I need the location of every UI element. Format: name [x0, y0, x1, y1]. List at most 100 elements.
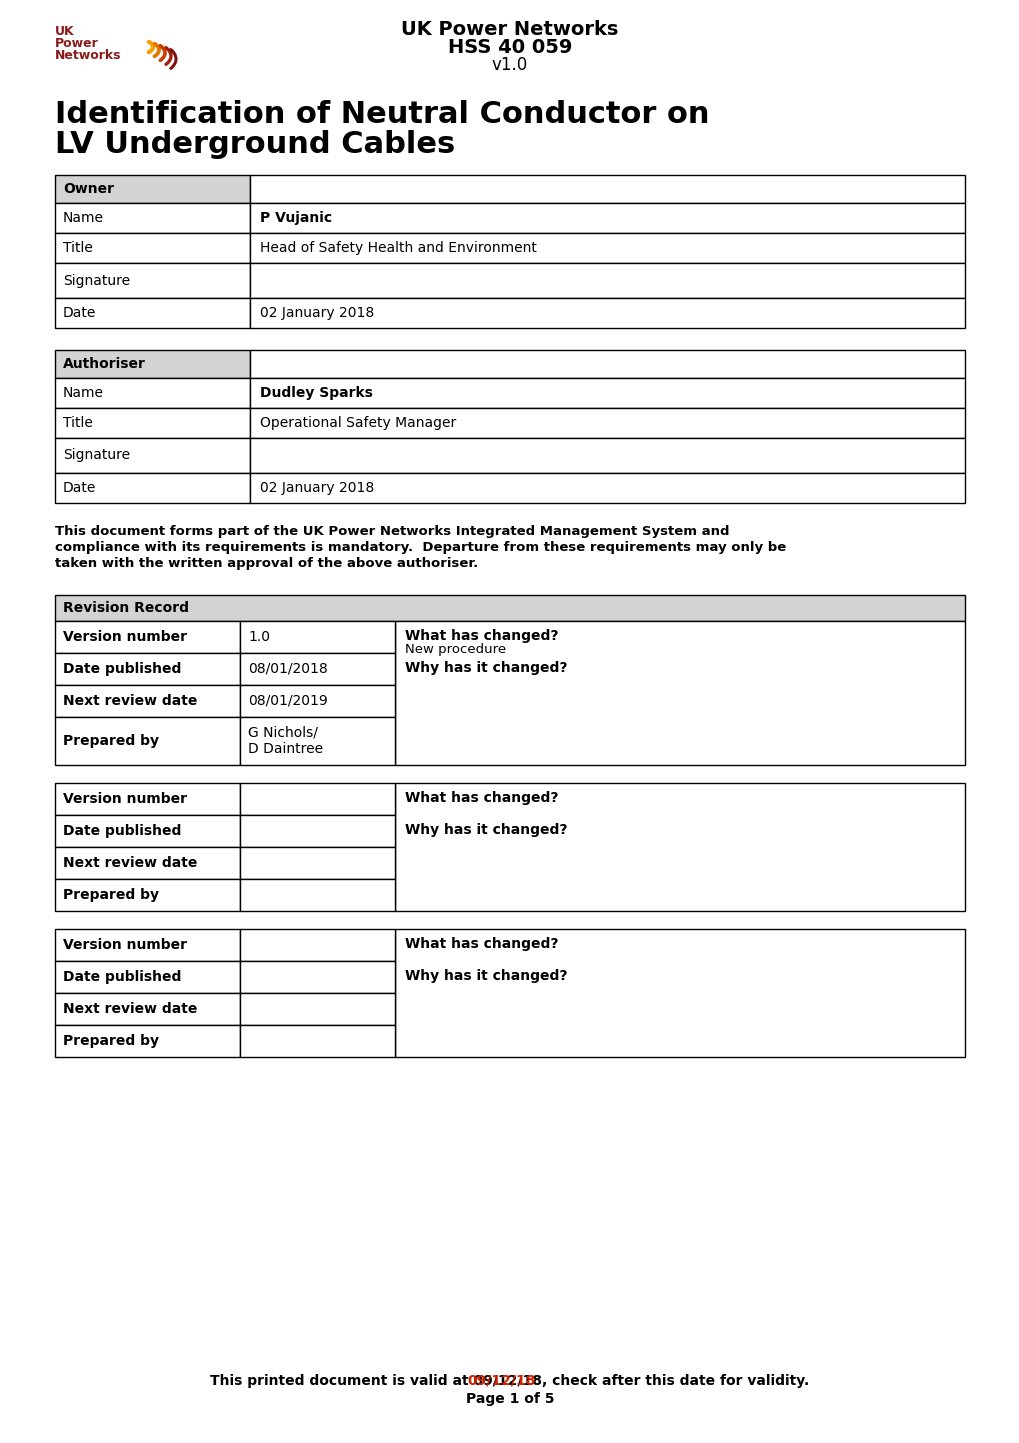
Bar [55, 351, 250, 378]
Text: Version number: Version number [63, 938, 186, 952]
Bar [55, 685, 239, 717]
Bar [239, 784, 394, 815]
Bar [239, 815, 394, 847]
Text: What has changed?: What has changed? [405, 791, 558, 805]
Text: P Vujanic: P Vujanic [260, 211, 332, 225]
Text: Title: Title [63, 416, 93, 430]
Text: Next review date: Next review date [63, 1001, 198, 1016]
Text: Networks: Networks [55, 49, 121, 62]
Text: Authoriser: Authoriser [63, 356, 146, 371]
Text: Name: Name [63, 385, 104, 400]
Text: Why has it changed?: Why has it changed? [405, 970, 567, 983]
Text: Page 1 of 5: Page 1 of 5 [466, 1392, 553, 1405]
Bar [250, 408, 964, 439]
Text: Dudley Sparks: Dudley Sparks [260, 385, 373, 400]
Bar [250, 232, 964, 263]
Bar [239, 847, 394, 879]
Bar [55, 473, 250, 504]
Bar [55, 784, 239, 815]
Bar [239, 1025, 394, 1058]
Text: Head of Safety Health and Environment: Head of Safety Health and Environment [260, 241, 536, 255]
Bar [55, 654, 239, 685]
Text: Version number: Version number [63, 631, 186, 644]
Text: 09/12/18: 09/12/18 [467, 1374, 535, 1388]
Text: This document forms part of the UK Power Networks Integrated Management System a: This document forms part of the UK Power… [55, 525, 729, 538]
Bar [250, 175, 964, 203]
Text: Owner: Owner [63, 182, 114, 196]
Text: Why has it changed?: Why has it changed? [405, 661, 567, 675]
Bar [239, 654, 394, 685]
Text: What has changed?: What has changed? [405, 937, 558, 951]
Text: HSS 40 059: HSS 40 059 [447, 38, 572, 58]
Text: 08/01/2019: 08/01/2019 [248, 694, 327, 709]
Text: Name: Name [63, 211, 104, 225]
Text: New procedure: New procedure [405, 644, 505, 657]
Bar [239, 685, 394, 717]
Bar [55, 175, 250, 203]
Text: Prepared by: Prepared by [63, 1035, 159, 1048]
Bar [250, 299, 964, 328]
Text: Next review date: Next review date [63, 694, 198, 709]
Text: Date: Date [63, 481, 96, 495]
Text: Revision Record: Revision Record [63, 600, 189, 615]
Bar [394, 784, 964, 911]
Text: Operational Safety Manager: Operational Safety Manager [260, 416, 455, 430]
Bar [55, 439, 250, 473]
Text: Date: Date [63, 306, 96, 320]
Bar [55, 408, 250, 439]
Text: 02 January 2018: 02 January 2018 [260, 306, 374, 320]
Text: G Nichols/
D Daintree: G Nichols/ D Daintree [248, 726, 323, 756]
Bar [55, 203, 250, 232]
Text: Title: Title [63, 241, 93, 255]
Text: Prepared by: Prepared by [63, 734, 159, 747]
Bar [250, 439, 964, 473]
Bar [250, 378, 964, 408]
Bar [394, 929, 964, 1058]
Bar [394, 620, 964, 765]
Text: Date published: Date published [63, 824, 181, 838]
Text: UK Power Networks: UK Power Networks [400, 20, 619, 39]
Bar [55, 620, 239, 654]
Text: 08/01/2018: 08/01/2018 [248, 662, 327, 675]
Bar [55, 717, 239, 765]
Bar [239, 929, 394, 961]
Bar [55, 299, 250, 328]
Text: Version number: Version number [63, 792, 186, 807]
Text: Why has it changed?: Why has it changed? [405, 823, 567, 837]
Text: v1.0: v1.0 [491, 56, 528, 74]
Text: compliance with its requirements is mandatory.  Departure from these requirement: compliance with its requirements is mand… [55, 541, 786, 554]
Bar [55, 815, 239, 847]
Bar [239, 717, 394, 765]
Text: This printed document is valid at 09/12/18, check after this date for validity.: This printed document is valid at 09/12/… [210, 1374, 809, 1388]
Bar [55, 232, 250, 263]
Text: Power: Power [55, 38, 99, 51]
Text: LV Underground Cables: LV Underground Cables [55, 130, 454, 159]
Bar [55, 378, 250, 408]
Text: What has changed?: What has changed? [405, 629, 558, 644]
Bar [239, 961, 394, 993]
Bar [239, 993, 394, 1025]
Text: Date published: Date published [63, 662, 181, 675]
Text: taken with the written approval of the above authoriser.: taken with the written approval of the a… [55, 557, 478, 570]
Bar [55, 847, 239, 879]
Bar [55, 1025, 239, 1058]
Text: Signature: Signature [63, 449, 130, 463]
Bar [55, 993, 239, 1025]
Text: 02 January 2018: 02 January 2018 [260, 481, 374, 495]
Bar [55, 879, 239, 911]
Text: Signature: Signature [63, 274, 130, 287]
Bar [239, 879, 394, 911]
Bar [250, 351, 964, 378]
Text: Prepared by: Prepared by [63, 887, 159, 902]
Bar [250, 203, 964, 232]
Bar [55, 961, 239, 993]
Text: UK: UK [55, 25, 74, 38]
Bar [250, 473, 964, 504]
Text: Identification of Neutral Conductor on: Identification of Neutral Conductor on [55, 100, 709, 128]
Text: 1.0: 1.0 [248, 631, 270, 644]
Bar [55, 263, 250, 299]
Text: Date published: Date published [63, 970, 181, 984]
Bar [239, 620, 394, 654]
Bar [55, 929, 239, 961]
Text: Next review date: Next review date [63, 856, 198, 870]
